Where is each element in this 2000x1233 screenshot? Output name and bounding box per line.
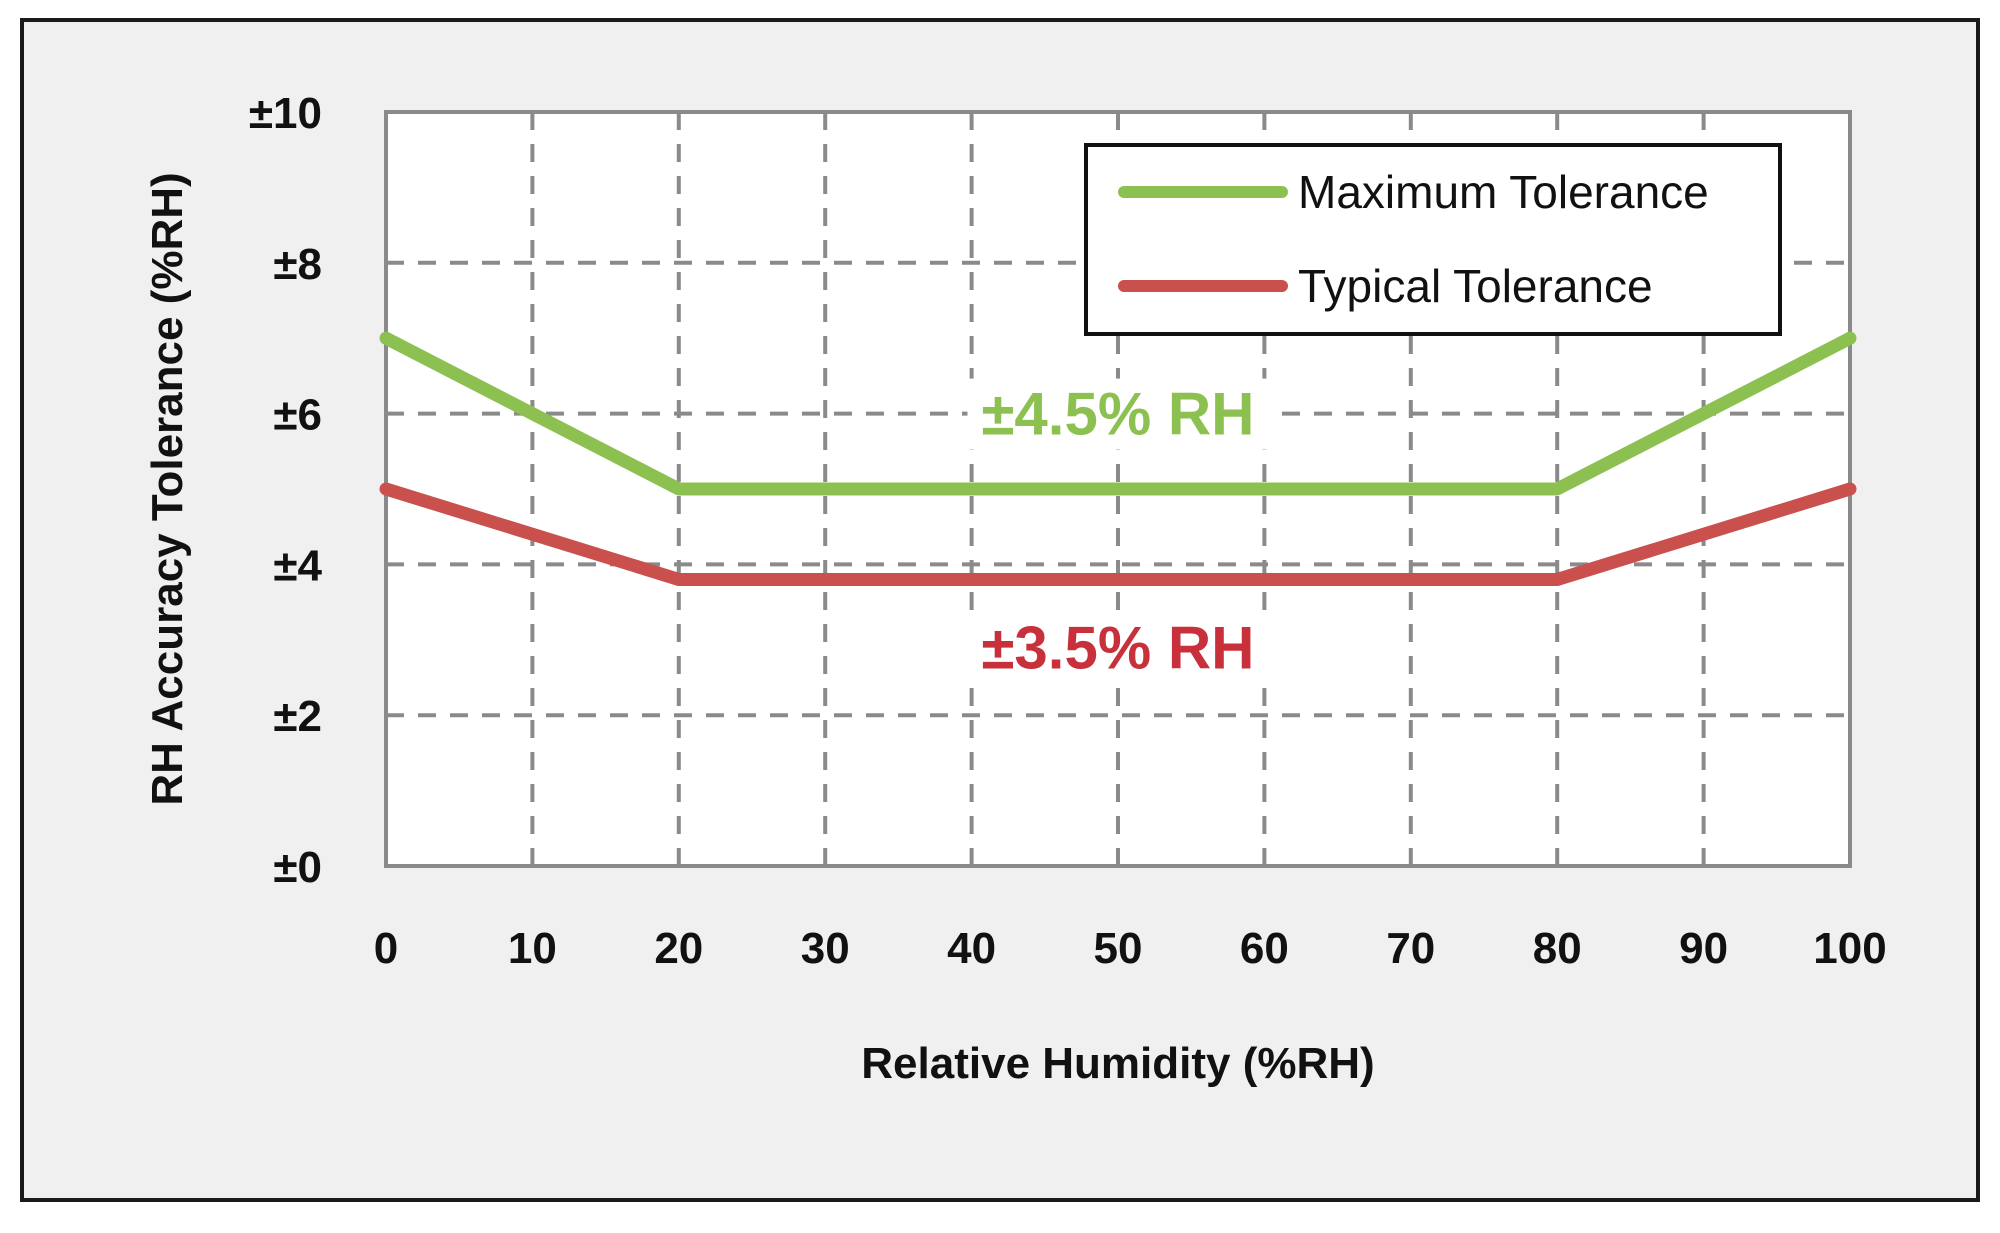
x-tick-label: 10 xyxy=(508,924,557,973)
x-tick-label: 80 xyxy=(1533,924,1582,973)
y-axis-title: RH Accuracy Tolerance (%RH) xyxy=(143,172,192,805)
x-tick-label: 100 xyxy=(1813,924,1886,973)
x-tick-label: 30 xyxy=(801,924,850,973)
y-tick-label: ±2 xyxy=(273,692,322,741)
x-tick-label: 70 xyxy=(1386,924,1435,973)
y-tick-label: ±4 xyxy=(273,541,322,590)
series-lines xyxy=(379,331,1857,586)
x-tick-label: 20 xyxy=(654,924,703,973)
annotations: ±4.5% RH ±3.5% RH xyxy=(967,378,1269,684)
legend-label-typical: Typical Tolerance xyxy=(1298,260,1653,312)
legend: Maximum Tolerance Typical Tolerance xyxy=(1084,143,1782,336)
x-tick-label: 90 xyxy=(1679,924,1728,973)
legend-box xyxy=(1084,143,1782,336)
legend-label-maximum: Maximum Tolerance xyxy=(1298,166,1709,218)
x-tick-label: 60 xyxy=(1240,924,1289,973)
y-tick-label: ±10 xyxy=(249,89,322,138)
x-tick-label: 50 xyxy=(1094,924,1143,973)
series-line-maximum-tolerance xyxy=(379,331,1857,496)
y-tick-label: ±6 xyxy=(273,391,322,440)
y-tick-label: ±0 xyxy=(273,843,322,892)
annotation-background xyxy=(967,612,1269,684)
annotation-label: ±3.5% RH xyxy=(981,614,1254,681)
annotation-label: ±4.5% RH xyxy=(981,381,1254,448)
x-tick-label: 40 xyxy=(947,924,996,973)
y-tick-label: ±8 xyxy=(273,240,322,289)
tick-labels: 0 10 20 30 40 50 60 70 80 90 100 ±0 ±2 ±4 ±6 ±8 ±10 xyxy=(249,89,1887,973)
x-tick-label: 0 xyxy=(374,924,398,973)
x-axis-title: Relative Humidity (%RH) xyxy=(861,1039,1374,1088)
series-line-typical-tolerance xyxy=(379,482,1857,586)
annotation-background xyxy=(967,378,1269,450)
